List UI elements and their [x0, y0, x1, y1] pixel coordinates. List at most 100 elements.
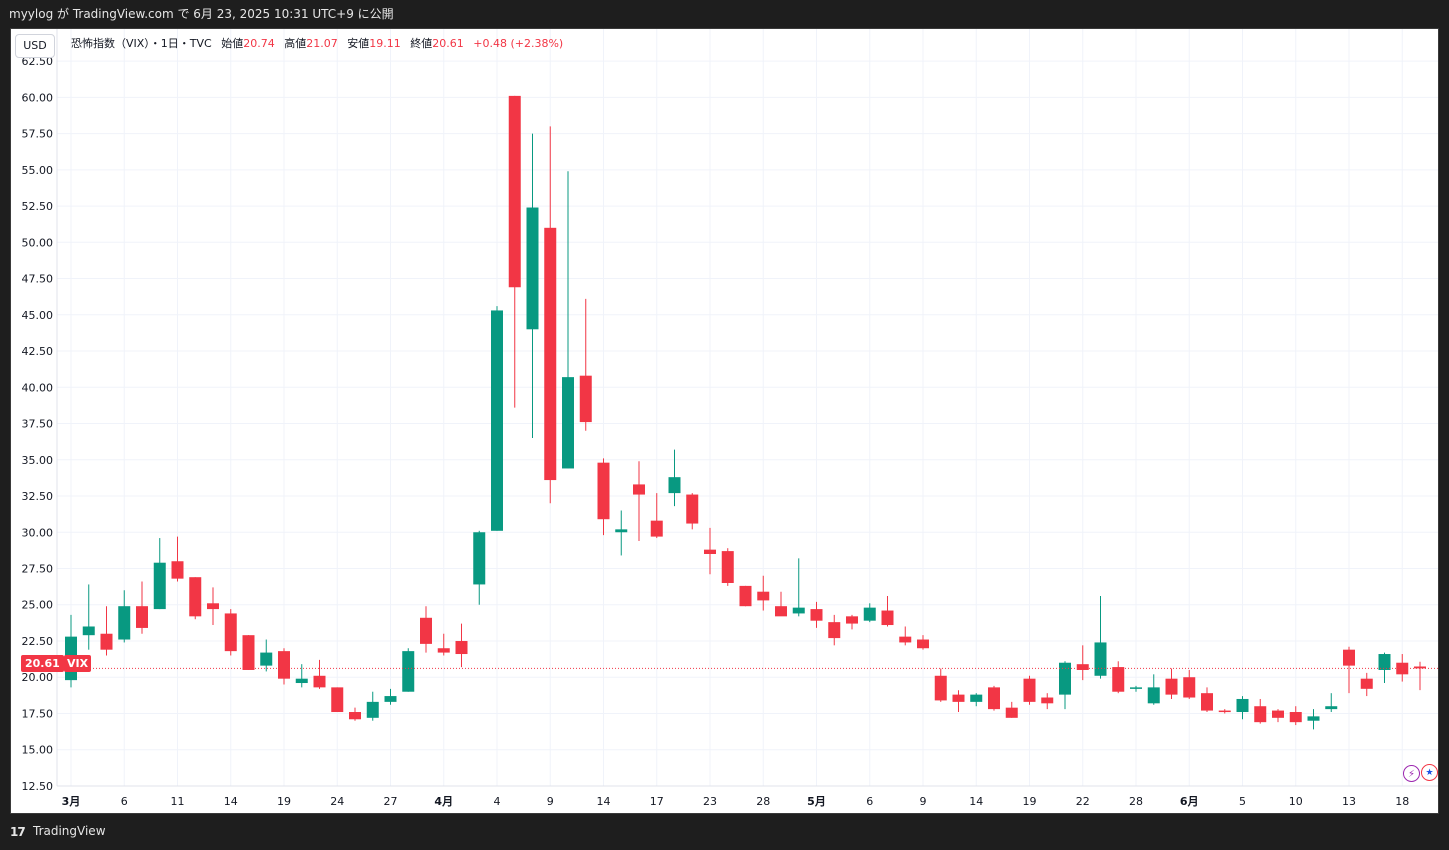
candle-body: [597, 462, 610, 520]
candle-body: [1147, 687, 1160, 704]
candle-body: [775, 606, 787, 617]
x-tick-label: 28: [1129, 795, 1143, 808]
x-tick-label: 24: [330, 795, 344, 808]
low-value: 19.11: [369, 37, 401, 50]
x-tick-label: 6: [866, 795, 873, 808]
candle-body: [686, 494, 699, 524]
us-flag-icon[interactable]: ★: [1421, 764, 1438, 781]
candle-body: [881, 610, 894, 626]
high-label: 高値: [284, 37, 307, 50]
footer: 17 TradingView: [0, 814, 1449, 850]
candle-body: [1201, 693, 1213, 711]
candle-body: [1414, 666, 1426, 669]
candle-body: [242, 635, 255, 670]
candle-body: [1112, 667, 1125, 692]
x-tick-label: 14: [969, 795, 983, 808]
candle-body: [1254, 706, 1267, 723]
candle-body: [295, 678, 308, 684]
candle-body: [970, 694, 983, 702]
y-tick-label: 45.00: [22, 309, 54, 322]
candle-body: [633, 484, 645, 495]
x-tick-label: 17: [650, 795, 664, 808]
x-tick-label: 5: [1239, 795, 1246, 808]
candle-body: [1272, 710, 1284, 718]
y-tick-label: 22.50: [22, 635, 54, 648]
x-tick-label: 19: [277, 795, 291, 808]
candle-body: [402, 651, 415, 692]
candle-body: [100, 633, 113, 650]
x-tick-label: 4月: [434, 795, 453, 808]
candle-body: [1094, 642, 1107, 676]
candle-body: [491, 310, 503, 531]
y-tick-label: 35.00: [22, 454, 54, 467]
currency-label: USD: [23, 39, 47, 52]
open-value: 20.74: [243, 37, 275, 50]
candle-body: [810, 609, 823, 621]
x-tick-label: 6月: [1180, 795, 1199, 808]
x-tick-label: 5月: [807, 795, 826, 808]
high-value: 21.07: [306, 37, 338, 50]
y-tick-label: 27.50: [22, 562, 54, 575]
candle-body: [437, 648, 450, 653]
candle-body: [562, 377, 574, 469]
candle-body: [278, 651, 290, 679]
candle-body: [704, 549, 716, 554]
candle-body: [420, 617, 432, 644]
x-tick-label: 6: [121, 795, 128, 808]
candle-body: [1183, 677, 1196, 698]
x-tick-label: 22: [1076, 795, 1090, 808]
tradingview-logo-icon: 17: [10, 825, 26, 839]
candle-body: [544, 227, 557, 481]
lightning-icon[interactable]: ⚡: [1403, 765, 1420, 782]
candle-body: [1343, 649, 1355, 666]
candle-body: [331, 687, 344, 713]
candle-body: [1396, 662, 1409, 675]
candle-body: [526, 207, 539, 330]
brand-name: TradingView: [33, 824, 106, 838]
candle-body: [1307, 716, 1320, 721]
x-tick-label: 10: [1289, 795, 1303, 808]
candle-body: [579, 375, 592, 423]
y-tick-label: 12.50: [22, 780, 54, 793]
x-tick-label: 11: [171, 795, 185, 808]
low-label: 安値: [347, 37, 370, 50]
open-label: 始値: [221, 37, 244, 50]
candle-body: [224, 613, 237, 652]
x-tick-label: 13: [1342, 795, 1356, 808]
candle-body: [473, 532, 486, 585]
y-tick-label: 42.50: [22, 345, 54, 358]
candle-body: [668, 477, 681, 494]
candle-body: [828, 622, 841, 639]
close-value: 20.61: [432, 37, 464, 50]
y-tick-label: 62.50: [22, 55, 54, 68]
publish-line: myylog が TradingView.com で 6月 23, 2025 1…: [9, 7, 394, 21]
candle-body: [1236, 698, 1249, 713]
x-tick-label: 27: [384, 795, 398, 808]
x-tick-label: 9: [547, 795, 554, 808]
candle-body: [1325, 706, 1338, 710]
candle-body: [260, 652, 273, 666]
x-tick-label: 28: [756, 795, 770, 808]
symbol-title[interactable]: 恐怖指数（VIX）・1日・TVC: [71, 37, 212, 50]
change-value: +0.48 (+2.38%): [473, 37, 564, 50]
candle-body: [1289, 712, 1302, 723]
candle-body: [207, 603, 219, 610]
y-tick-label: 57.50: [22, 128, 54, 141]
y-tick-label: 25.00: [22, 599, 54, 612]
candle-body: [366, 701, 379, 718]
candlestick-chart[interactable]: 62.50 60.00 57.50 55.00 52.50 50.00 47.50 45.00…: [11, 29, 1438, 813]
candle-body: [899, 636, 912, 643]
candle-body: [846, 616, 858, 624]
candle-body: [189, 577, 202, 617]
y-tick-label: 55.00: [22, 164, 54, 177]
candle-body: [171, 561, 184, 579]
chart-panel[interactable]: 62.50 60.00 57.50 55.00 52.50 50.00 47.50 45.00…: [10, 28, 1439, 814]
candle-body: [792, 607, 805, 614]
candle-body: [1041, 697, 1054, 704]
publish-header: myylog が TradingView.com で 6月 23, 2025 1…: [0, 0, 1449, 28]
candle-body: [1059, 662, 1071, 695]
candle-body: [1076, 664, 1089, 670]
currency-selector[interactable]: USD: [15, 34, 55, 58]
candle-body: [739, 585, 752, 607]
candle-body: [988, 687, 1000, 710]
